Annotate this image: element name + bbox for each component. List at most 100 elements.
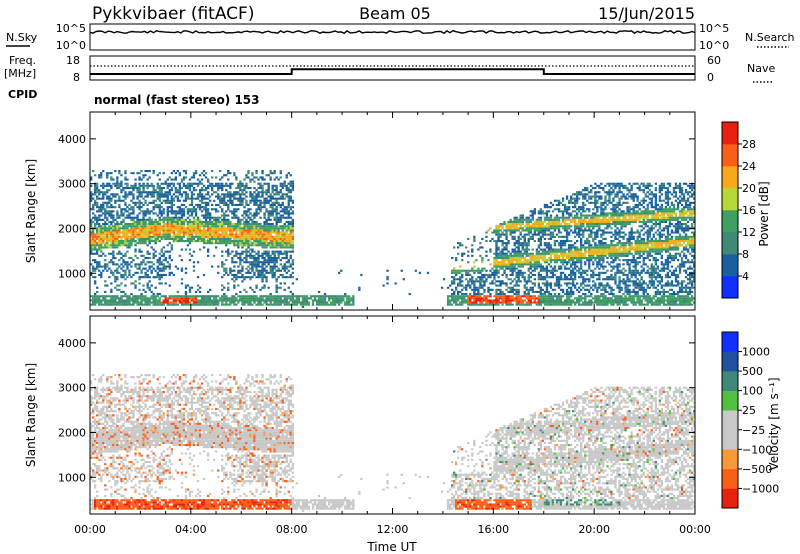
power-cell xyxy=(198,303,202,306)
power-cell xyxy=(559,299,563,302)
power-cell xyxy=(142,267,145,270)
power-cell xyxy=(130,235,133,238)
power-cell xyxy=(154,250,157,253)
power-cell xyxy=(94,191,97,194)
power-cell xyxy=(198,301,202,304)
power-cell xyxy=(166,206,169,209)
power-cell xyxy=(271,259,274,262)
power-cell xyxy=(352,299,355,302)
power-cell xyxy=(94,203,97,206)
power-cell xyxy=(285,208,288,211)
power-cell xyxy=(233,235,236,238)
power-cell xyxy=(499,233,502,236)
power-cell xyxy=(561,250,565,253)
power-cell xyxy=(253,240,256,243)
power-cell xyxy=(501,293,504,296)
power-cell xyxy=(533,284,537,287)
power-cell xyxy=(261,193,264,196)
power-cell xyxy=(255,286,258,289)
power-cell xyxy=(90,218,93,221)
power-cell xyxy=(521,254,524,257)
power-cell xyxy=(104,210,107,213)
power-cell xyxy=(317,303,321,306)
power-cell xyxy=(104,284,107,287)
power-cell xyxy=(568,240,571,243)
power-cell xyxy=(269,254,272,257)
power-cell xyxy=(102,187,105,190)
power-cell xyxy=(289,244,292,247)
power-cell xyxy=(168,206,171,209)
power-cell xyxy=(555,297,559,300)
power-cell xyxy=(517,280,520,283)
power-cell xyxy=(215,240,218,243)
power-cell xyxy=(144,290,147,293)
power-cell xyxy=(180,218,184,221)
power-cell xyxy=(241,250,244,253)
power-cell xyxy=(545,229,549,232)
power-cell xyxy=(166,225,169,228)
power-cell xyxy=(521,301,524,304)
power-cell xyxy=(529,265,532,268)
power-cell xyxy=(213,227,216,230)
power-cell xyxy=(235,276,238,279)
power-cell xyxy=(279,242,282,245)
power-cell xyxy=(505,257,508,260)
power-cell xyxy=(140,254,143,257)
power-cell xyxy=(547,284,551,287)
power-cell xyxy=(102,229,105,232)
power-cell xyxy=(473,265,476,268)
power-cell xyxy=(116,233,119,236)
power-cell xyxy=(259,261,262,264)
power-cell xyxy=(219,235,222,238)
power-cell xyxy=(501,259,504,262)
power-cell xyxy=(94,201,97,204)
power-cell xyxy=(523,299,526,302)
power-cell xyxy=(104,193,107,196)
power-cell xyxy=(467,301,470,304)
power-cell xyxy=(96,201,99,204)
power-cell xyxy=(140,210,143,213)
power-cell xyxy=(200,237,204,240)
power-cell xyxy=(144,191,147,194)
power-cell xyxy=(202,246,206,249)
power-cell xyxy=(92,233,95,236)
power-cell xyxy=(495,265,498,268)
power-cell xyxy=(154,223,157,226)
power-cell xyxy=(523,295,526,298)
power-cell xyxy=(148,297,151,300)
power-cell xyxy=(116,288,119,291)
power-cell xyxy=(104,267,107,270)
power-cell xyxy=(136,295,139,298)
power-cell xyxy=(291,271,295,274)
power-cell xyxy=(207,210,210,213)
power-cell xyxy=(243,227,246,230)
power-cell xyxy=(330,295,333,298)
power-cell xyxy=(190,286,194,289)
power-cell xyxy=(211,301,214,304)
power-cell xyxy=(263,206,266,209)
power-cell xyxy=(170,244,174,247)
power-cell xyxy=(525,246,528,249)
power-cell xyxy=(122,295,125,298)
power-cell xyxy=(182,301,186,304)
power-cell xyxy=(253,263,256,266)
power-cell xyxy=(553,235,557,238)
power-cell xyxy=(273,231,276,234)
power-cell xyxy=(531,297,534,300)
power-cell xyxy=(204,242,208,245)
power-cell xyxy=(132,229,135,232)
power-cell xyxy=(291,225,295,228)
power-cell xyxy=(114,170,117,173)
power-cell xyxy=(275,269,278,272)
power-cell xyxy=(565,218,569,221)
power-cell xyxy=(146,273,149,276)
power-cell xyxy=(469,299,472,302)
power-cell xyxy=(253,201,256,204)
power-cell xyxy=(114,257,117,260)
power-cell xyxy=(213,301,216,304)
power-cell xyxy=(525,288,528,291)
power-cell xyxy=(529,259,532,262)
power-cell xyxy=(549,225,553,228)
power-cell xyxy=(176,220,180,223)
power-cell xyxy=(537,231,541,234)
